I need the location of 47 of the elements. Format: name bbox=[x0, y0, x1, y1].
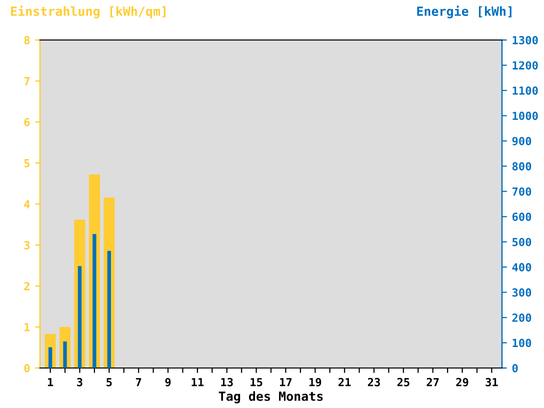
y2-tick-label: 200 bbox=[512, 314, 532, 322]
x-tick-label: 21 bbox=[338, 378, 351, 386]
y-tick-label: 4 bbox=[24, 200, 30, 208]
y2-tick-label: 300 bbox=[512, 288, 532, 297]
y-tick-label: 1 bbox=[24, 323, 30, 332]
bar bbox=[48, 347, 52, 368]
x-tick-label: 25 bbox=[397, 378, 410, 386]
x-tick-label: 3 bbox=[77, 378, 82, 386]
y2-tick-label: 800 bbox=[512, 162, 532, 171]
x-tick-label: 17 bbox=[280, 378, 292, 386]
bar bbox=[107, 250, 111, 368]
x-tick-label: 5 bbox=[106, 378, 112, 386]
y-tick-label: 6 bbox=[24, 118, 30, 126]
x-tick-label: 1 bbox=[48, 378, 54, 386]
y2-tick-label: 1200 bbox=[512, 61, 538, 70]
y2-tick-label: 700 bbox=[512, 187, 532, 196]
x-tick-label: 15 bbox=[250, 378, 262, 386]
x-tick-label: 29 bbox=[456, 378, 468, 386]
bar bbox=[63, 342, 67, 368]
x-tick-label: 11 bbox=[192, 378, 204, 386]
x-tick-label: 13 bbox=[221, 378, 233, 386]
x-tick-label: 31 bbox=[486, 378, 498, 386]
x-tick-label: 7 bbox=[136, 378, 142, 386]
y2-axis-title: Energie [kWh] bbox=[417, 6, 512, 18]
y-tick-label: 3 bbox=[24, 240, 30, 250]
x-tick-label: 27 bbox=[426, 378, 439, 386]
x-tick-label: 9 bbox=[165, 378, 171, 386]
y-tick-label: 7 bbox=[24, 77, 30, 86]
y2-tick-label: 1000 bbox=[512, 112, 538, 120]
y-tick-label: 0 bbox=[24, 364, 30, 372]
y-tick-label: 2 bbox=[24, 282, 30, 290]
y2-tick-label: 0 bbox=[512, 364, 518, 372]
y2-tick-label: 1300 bbox=[512, 36, 538, 44]
y-tick-label: 5 bbox=[24, 159, 30, 168]
y2-tick-label: 900 bbox=[512, 136, 532, 146]
y2-tick-label: 100 bbox=[512, 338, 532, 348]
y2-tick-label: 500 bbox=[512, 238, 532, 246]
bar bbox=[92, 234, 96, 368]
x-axis-title: Tag des Monats bbox=[218, 391, 323, 404]
y-tick-label: 8 bbox=[24, 36, 30, 44]
y-axis-title: Einstrahlung [kWh/qm] bbox=[11, 6, 166, 18]
x-tick-label: 19 bbox=[309, 378, 322, 386]
bar bbox=[78, 266, 82, 368]
y2-tick-label: 1100 bbox=[512, 86, 538, 95]
y2-tick-label: 600 bbox=[512, 212, 532, 222]
x-tick-label: 23 bbox=[368, 378, 380, 386]
y2-tick-label: 400 bbox=[512, 263, 532, 272]
